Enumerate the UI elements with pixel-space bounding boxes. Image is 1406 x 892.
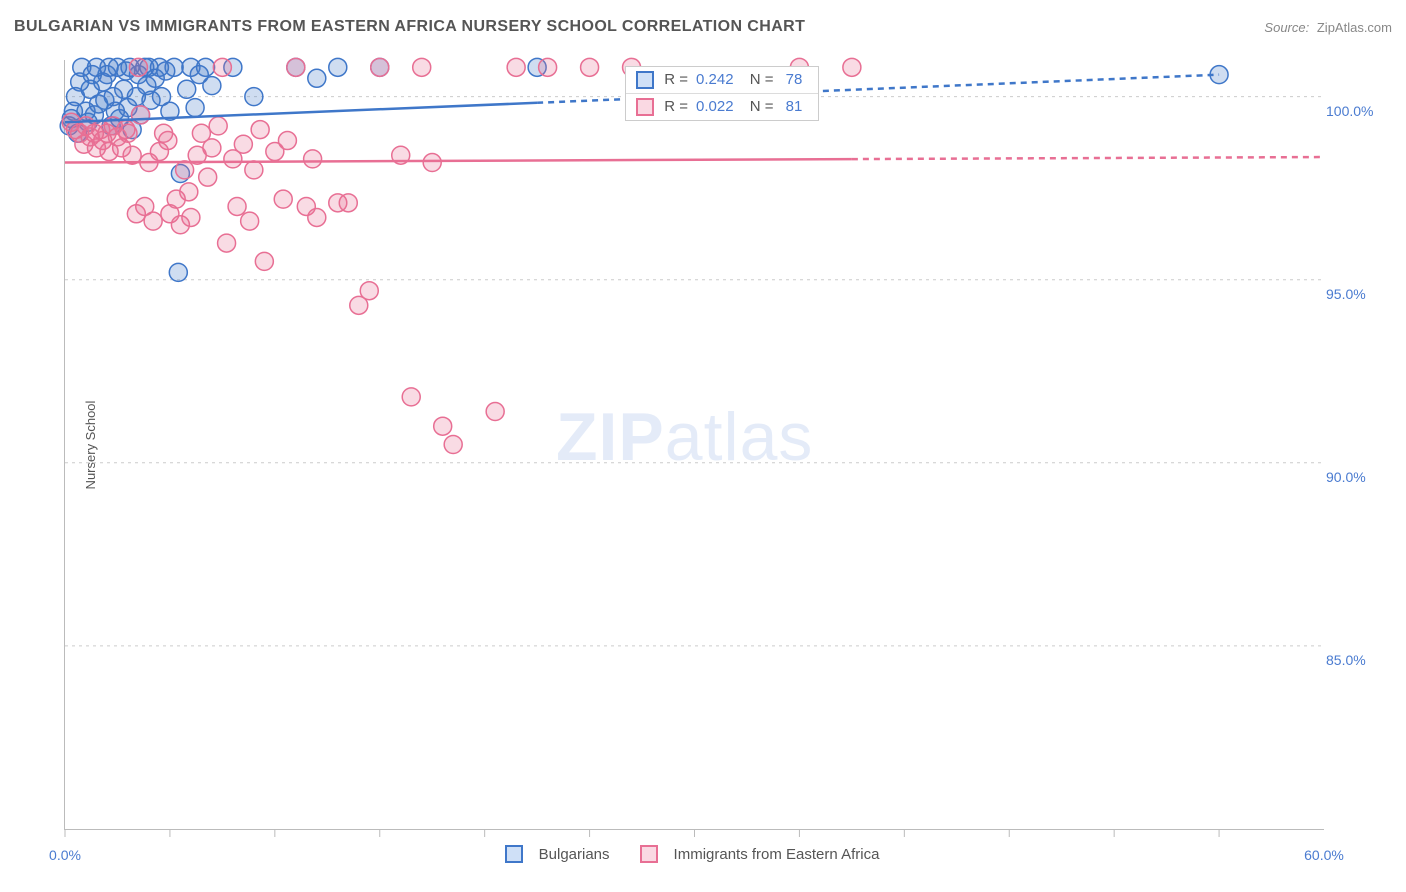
data-point (199, 168, 217, 186)
data-point (255, 252, 273, 270)
legend-label: Immigrants from Eastern Africa (674, 846, 880, 863)
data-point (228, 197, 246, 215)
data-point (371, 58, 389, 76)
data-point (251, 121, 269, 139)
stat-value-r: 0.022 (696, 98, 734, 116)
data-point (507, 58, 525, 76)
data-point (132, 106, 150, 124)
data-point (197, 58, 215, 76)
data-point (245, 88, 263, 106)
stat-label-r: R = (664, 98, 688, 116)
data-point (304, 150, 322, 168)
data-point (144, 212, 162, 230)
stat-label-n: N = (746, 98, 774, 116)
stat-value-n: 78 (782, 71, 803, 89)
chart-container: Nursery School ZIPatlas R =0.242 N = 78R… (40, 50, 1380, 840)
stat-value-n: 81 (782, 98, 803, 116)
trend-line-dashed (852, 157, 1324, 159)
legend-swatch (640, 845, 658, 863)
source-label: Source: (1264, 20, 1309, 35)
data-point (169, 263, 187, 281)
data-point (218, 234, 236, 252)
data-point (444, 436, 462, 454)
legend-swatch (505, 845, 523, 863)
legend-series: Bulgarians Immigrants from Eastern Africa (505, 845, 898, 863)
legend-swatch (636, 71, 654, 89)
data-point (360, 282, 378, 300)
legend-stats-row: R = 0.022 N = 81 (626, 93, 818, 120)
data-point (402, 388, 420, 406)
data-point (423, 154, 441, 172)
data-point (176, 161, 194, 179)
data-point (180, 183, 198, 201)
legend-label: Bulgarians (539, 846, 610, 863)
data-point (329, 58, 347, 76)
stat-value-r: 0.242 (696, 71, 734, 89)
stat-label-n: N = (746, 71, 774, 89)
data-point (843, 58, 861, 76)
data-point (278, 132, 296, 150)
source-attribution: Source: ZipAtlas.com (1264, 20, 1392, 35)
data-point (178, 80, 196, 98)
data-point (308, 69, 326, 87)
plot-svg (65, 60, 1324, 829)
data-point (241, 212, 259, 230)
data-point (308, 208, 326, 226)
data-point (119, 124, 137, 142)
data-point (234, 135, 252, 153)
x-tick-label: 60.0% (1304, 847, 1344, 863)
data-point (287, 58, 305, 76)
plot-area: ZIPatlas R =0.242 N = 78R =0.022 N = 81 … (64, 60, 1324, 830)
legend-stats-row: R = 0.242 N = 78 (626, 67, 818, 93)
data-point (413, 58, 431, 76)
data-point (245, 161, 263, 179)
data-point (203, 139, 221, 157)
data-point (159, 132, 177, 150)
trend-line (65, 159, 852, 162)
source-value: ZipAtlas.com (1317, 20, 1392, 35)
y-tick-label: 100.0% (1326, 103, 1386, 119)
stat-label-r: R = (664, 71, 688, 89)
y-tick-label: 90.0% (1326, 469, 1386, 485)
data-point (486, 403, 504, 421)
data-point (209, 117, 227, 135)
data-point (213, 58, 231, 76)
data-point (129, 58, 147, 76)
data-point (182, 208, 200, 226)
page-root: BULGARIAN VS IMMIGRANTS FROM EASTERN AFR… (0, 0, 1406, 892)
data-point (581, 58, 599, 76)
y-tick-label: 85.0% (1326, 652, 1386, 668)
data-point (434, 417, 452, 435)
data-point (539, 58, 557, 76)
legend-swatch (636, 98, 654, 116)
data-point (186, 99, 204, 117)
legend-stats: R = 0.242 N = 78 R = 0.022 N = 81 (625, 66, 819, 121)
x-tick-label: 0.0% (49, 847, 81, 863)
y-tick-label: 95.0% (1326, 286, 1386, 302)
data-point (274, 190, 292, 208)
data-point (339, 194, 357, 212)
data-point (165, 58, 183, 76)
data-point (203, 77, 221, 95)
chart-title: BULGARIAN VS IMMIGRANTS FROM EASTERN AFR… (14, 18, 805, 36)
